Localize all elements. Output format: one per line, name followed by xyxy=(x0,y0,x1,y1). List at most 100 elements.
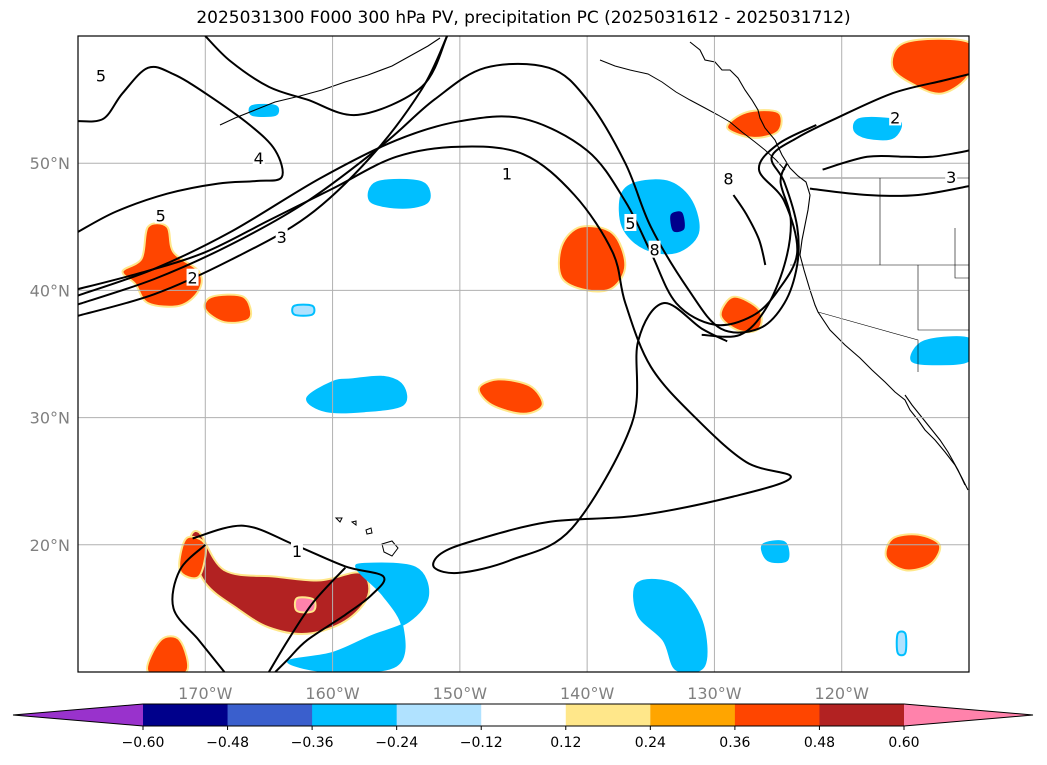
us-state-borders xyxy=(790,177,969,372)
positive-precip-patch xyxy=(884,533,942,572)
colorbar-tick-label: −0.48 xyxy=(206,735,249,751)
colorbar-tick-label: −0.36 xyxy=(291,735,334,751)
north-america-coastline xyxy=(689,41,969,491)
pv-contour-line xyxy=(701,162,792,338)
contour-label-bg xyxy=(186,268,199,286)
x-tick-label: 160°W xyxy=(305,684,360,703)
pv-contour-line xyxy=(78,65,284,233)
contour-label: 2 xyxy=(890,108,900,127)
contour-label: 1 xyxy=(292,542,302,561)
y-tick-label: 40°N xyxy=(30,281,70,300)
contour-label: 4 xyxy=(254,149,264,168)
colorbar-swatch xyxy=(396,704,482,726)
pv-contour-line xyxy=(78,36,449,317)
negative-precip-patch xyxy=(910,336,969,366)
colorbar-swatch xyxy=(734,704,820,726)
axis-tick-labels: 170°W 160°W 150°W 140°W 130°W 120°W 20°N 30°N 40… xyxy=(30,154,869,703)
colorbar-extend-min xyxy=(13,704,143,726)
positive-precip-patch xyxy=(293,596,317,614)
y-tick-label: 50°N xyxy=(30,154,70,173)
y-tick-label: 20°N xyxy=(30,536,70,555)
pv-contour-line xyxy=(192,524,386,672)
contour-label: 8 xyxy=(723,169,733,188)
gridlines xyxy=(78,36,969,672)
baja-coastline xyxy=(904,394,966,486)
x-tick-label: 130°W xyxy=(687,684,742,703)
colorbar-swatch xyxy=(819,704,905,726)
positive-precip-patch xyxy=(890,37,969,95)
colorbar-extend-max xyxy=(904,704,1033,726)
contour-label-bg xyxy=(889,108,902,126)
contour-label-bg xyxy=(500,164,513,182)
colorbar-tick-label: −0.60 xyxy=(122,735,165,751)
contour-label-bg xyxy=(275,227,288,245)
pv-contour-line xyxy=(78,62,969,334)
contour-label: 3 xyxy=(946,168,956,187)
contour-label: 5 xyxy=(156,206,166,225)
hawaii-islands xyxy=(334,517,399,557)
contour-label: 3 xyxy=(277,228,287,247)
negative-precip-patch xyxy=(633,578,708,672)
negative-precip-patch xyxy=(286,562,430,672)
x-tick-label: 140°W xyxy=(560,684,615,703)
x-tick-label: 120°W xyxy=(815,684,870,703)
pv-contours-layer xyxy=(78,36,969,672)
pv-contour-line xyxy=(171,544,226,672)
pv-contour-line xyxy=(204,36,449,117)
colorbar-tick-label: 0.48 xyxy=(804,735,835,751)
colorbar-tick-label: 0.60 xyxy=(888,735,919,751)
positive-precip-patch xyxy=(477,378,544,415)
contour-label: 8 xyxy=(650,241,660,260)
precipitation-layer xyxy=(121,37,969,672)
colorbar-tick-label: −0.12 xyxy=(460,735,503,751)
map-frame xyxy=(77,35,970,673)
negative-precip-patch xyxy=(668,209,687,235)
y-tick-label: 30°N xyxy=(30,409,70,428)
contour-label-bg xyxy=(722,169,735,187)
pv-contour-line xyxy=(78,145,792,575)
colorbar-tick-label: 0.24 xyxy=(635,735,666,751)
contour-label-bg xyxy=(252,149,265,167)
colorbar-tick-label: 0.12 xyxy=(550,735,581,751)
colorbar-swatch xyxy=(312,704,398,726)
positive-precip-patch xyxy=(203,293,253,324)
coastline-layer xyxy=(219,37,969,557)
colorbar-swatch xyxy=(227,704,313,726)
contour-label: 1 xyxy=(502,164,512,183)
pv-contour-line xyxy=(732,194,767,266)
positive-precip-patch xyxy=(146,635,190,672)
negative-precip-patch xyxy=(367,178,431,209)
positive-precip-patch xyxy=(178,535,207,580)
contour-label: 5 xyxy=(625,214,635,233)
contour-label-bg xyxy=(94,66,107,84)
x-tick-label: 170°W xyxy=(178,684,233,703)
pv-contour-line xyxy=(809,185,969,197)
contour-label: 5 xyxy=(96,66,106,85)
colorbar-swatch xyxy=(481,704,567,726)
pv-contour-line xyxy=(268,567,347,672)
negative-precip-patch xyxy=(895,630,908,657)
contour-label-bg xyxy=(154,206,167,224)
contour-label-bg xyxy=(624,213,637,231)
colorbar-tick-label: −0.24 xyxy=(375,735,418,751)
pv-contour-line xyxy=(822,149,969,171)
colorbar-swatch xyxy=(650,704,736,726)
colorbar: −0.60 −0.48 −0.36 −0.24 −0.12 0.12 0.24 0.36 0.4… xyxy=(12,703,1034,751)
contour-label: 2 xyxy=(187,269,197,288)
colorbar-swatch xyxy=(565,704,651,726)
positive-precip-patch xyxy=(188,530,371,636)
chart-title: 2025031300 F000 300 hPa PV, precipitatio… xyxy=(196,8,851,28)
colorbar-tick-label: 0.36 xyxy=(719,735,750,751)
positive-precip-patch xyxy=(726,109,783,139)
negative-precip-patch xyxy=(248,103,280,117)
x-tick-label: 150°W xyxy=(433,684,488,703)
contour-label-bg xyxy=(945,168,958,186)
bc-islands-coastline xyxy=(599,59,786,171)
colorbar-swatch xyxy=(143,704,229,726)
negative-precip-patch xyxy=(760,540,790,564)
contour-label-bg xyxy=(290,542,303,560)
negative-precip-patch xyxy=(291,303,316,317)
negative-precip-patch xyxy=(306,375,408,414)
